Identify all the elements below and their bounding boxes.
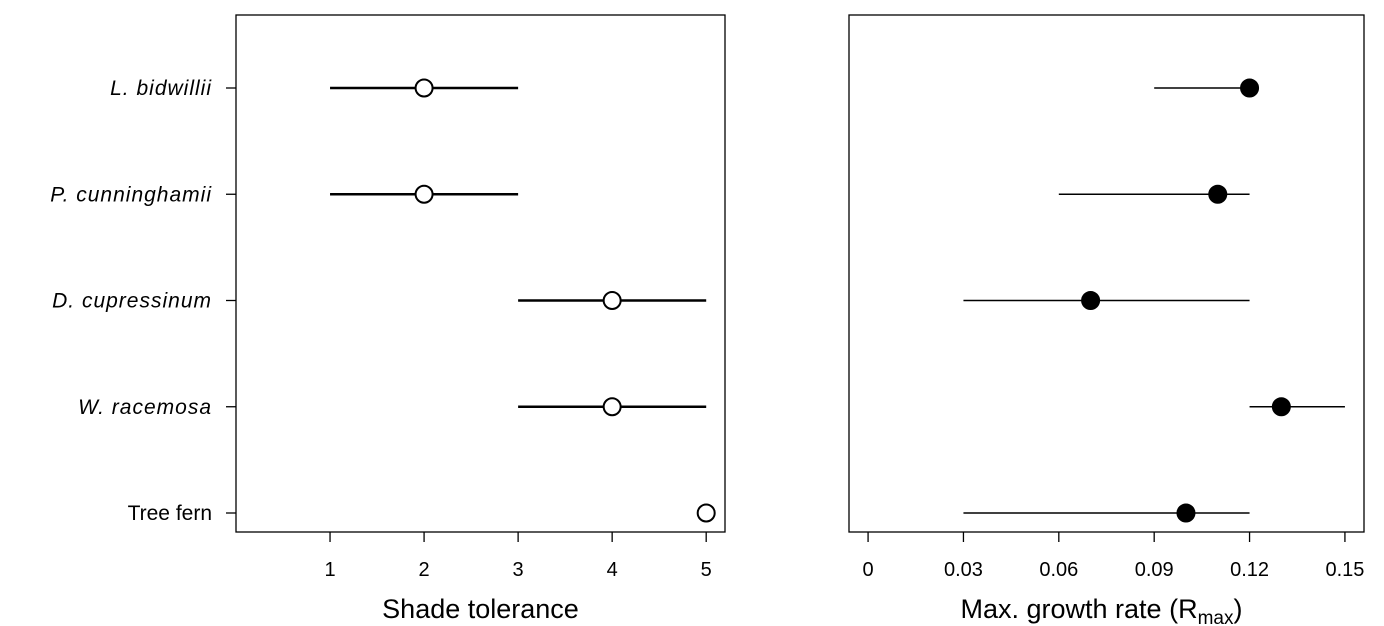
x-tick-label: 4 [607, 559, 618, 581]
data-point [1176, 503, 1196, 523]
x-axis-title-suffix: ) [1233, 594, 1242, 624]
x-tick-label: 2 [419, 559, 430, 581]
x-tick-label: 1 [324, 559, 335, 581]
plot-frame [235, 14, 726, 533]
data-point [1208, 184, 1228, 204]
x-tick-label: 5 [701, 559, 712, 581]
data-point [696, 503, 716, 523]
x-tick-label: 0.06 [1039, 559, 1078, 581]
x-tick-label: 3 [513, 559, 524, 581]
data-point [1271, 397, 1291, 417]
shade-tolerance-panel: 1 2 3 4 5 Shade tolerance L. bidwillii P. cunni… [50, 14, 726, 624]
x-tick-label: 0.03 [944, 559, 983, 581]
data-point [1081, 291, 1101, 310]
x-tick-label: 0.15 [1325, 559, 1364, 581]
x-tick-label: 0.09 [1135, 559, 1174, 581]
growth-rate-panel: 0 0.03 0.06 0.09 0.12 0.15 Max. growth rate (R… [848, 14, 1365, 626]
category-label: Tree fern [128, 502, 212, 525]
x-axis-title-main: Max. growth rate (R [961, 594, 1198, 624]
category-label: D. cupressinum [52, 290, 212, 313]
plot-frame [848, 14, 1365, 533]
x-axis-title-main: Shade tolerance [382, 594, 579, 624]
data-point [602, 397, 622, 417]
x-axis-title: Max. growth rate (Rmax) [961, 594, 1243, 626]
x-axis-title-subscript: max [1198, 608, 1234, 626]
x-tick-label: 0.12 [1230, 559, 1269, 581]
data-point [414, 78, 434, 98]
x-axis-title: Shade tolerance [382, 594, 579, 624]
data-point [1240, 78, 1260, 98]
data-point [602, 291, 622, 310]
category-label: P. cunninghamii [50, 183, 212, 206]
category-label: L. bidwillii [110, 77, 212, 100]
data-point [414, 184, 434, 204]
category-label: W. racemosa [78, 396, 212, 419]
x-tick-label: 0 [863, 559, 874, 581]
